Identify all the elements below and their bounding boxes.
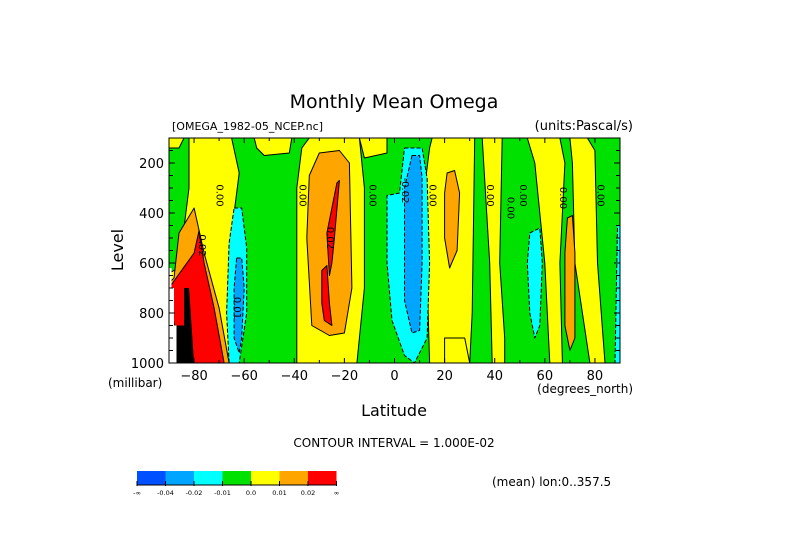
x-tick-label: 40 — [486, 369, 503, 384]
x-tick-label: −40 — [281, 369, 308, 384]
contour-label: 0.00 — [517, 184, 528, 206]
contour-region-neg-0.04 — [233, 257, 245, 354]
x-tick-label: 60 — [537, 369, 554, 384]
y-tick-label: 600 — [139, 257, 164, 272]
x-tick-label: −80 — [180, 369, 207, 384]
colorbar: -∞ -0.04 -0.02 -0.01 0.0 0.01 0.02 ∞ — [133, 471, 339, 497]
colorbar-tick-label: -0.04 — [157, 489, 174, 497]
contour-label: 0.01 — [231, 297, 242, 319]
chart-title: Monthly Mean Omega — [290, 91, 499, 113]
colorbar-swatch — [137, 471, 166, 485]
contour-region-0.01 — [444, 170, 461, 269]
plot-area: 0.000.020.010.000.020.00 -0.02 0.00 0.000.0… — [169, 138, 620, 363]
colorbar-tick-label: -∞ — [133, 489, 141, 497]
colorbar-tick-label: ∞ — [334, 489, 339, 497]
y-tick-label: 200 — [139, 157, 164, 172]
colorbar-swatch — [308, 471, 337, 485]
contour-label: 0.02 — [196, 234, 207, 256]
file-label: [OMEGA_1982-05_NCEP.nc] — [172, 120, 323, 133]
colorbar-swatch — [194, 471, 223, 485]
colorbar-tick-label: -0.01 — [214, 489, 231, 497]
contour-region-0.0 — [481, 138, 506, 363]
contour-region-0.0 — [569, 138, 606, 363]
colorbar-swatch — [222, 471, 251, 485]
contour-region-0.01 — [564, 215, 576, 351]
contour-interval-label: CONTOUR INTERVAL = 1.000E-02 — [293, 436, 494, 450]
contour-region-0.0 — [358, 138, 388, 159]
missing-data-region — [169, 268, 177, 363]
y-tick-label: 800 — [139, 307, 164, 322]
y-units-label: (millibar) — [108, 376, 162, 390]
y-tick-label: 400 — [139, 207, 164, 222]
x-units-label: (degrees_north) — [537, 382, 633, 396]
contour-label: 0.00 — [557, 187, 568, 209]
colorbar-tick-label: 0.02 — [301, 489, 315, 497]
colorbar-swatch — [251, 471, 280, 485]
colorbar-swatch — [279, 471, 308, 485]
contour-label: 0.00 — [594, 184, 605, 206]
contour-region-0.0 — [169, 138, 185, 149]
contour-label: -0.02 — [399, 178, 410, 204]
x-tick-label: −20 — [331, 369, 358, 384]
colorbar-tick-label: -0.02 — [186, 489, 203, 497]
contour-region-0.02 — [326, 180, 340, 276]
units-label: (units:Pascal/s) — [535, 119, 633, 134]
contour-region-neg-0.04 — [404, 155, 423, 334]
contour-label: 0.00 — [366, 184, 377, 206]
x-tick-label: 20 — [436, 369, 453, 384]
contour-region-0.0 — [526, 138, 566, 363]
contour-label: 0.02 — [324, 227, 335, 249]
contour-label: 0.00 — [504, 197, 515, 219]
contour-region-0.0 — [253, 138, 293, 156]
dense-contour-region — [176, 288, 195, 363]
x-tick-label: 80 — [587, 369, 604, 384]
x-tick-label: 0 — [390, 369, 398, 384]
y-axis-label: Level — [108, 229, 127, 271]
contour-region-0.02 — [321, 265, 333, 326]
y-tick-label: 1000 — [131, 357, 164, 372]
x-tick-label: −60 — [230, 369, 257, 384]
contour-label: 0.00 — [484, 184, 495, 206]
contour-label: 0.00 — [296, 184, 307, 206]
colorbar-tick-label: 0.0 — [246, 489, 256, 497]
contour-label: 0.00 — [214, 184, 225, 206]
contour-label: 0.00 — [427, 184, 438, 206]
colorbar-tick-label: 0.01 — [272, 489, 286, 497]
contour-region-neg-0.02 — [526, 227, 543, 339]
colorbar-swatch — [165, 471, 194, 485]
mean-label: (mean) lon:0..357.5 — [492, 475, 611, 489]
x-axis-label: Latitude — [361, 401, 427, 420]
contour-region-0.0 — [444, 337, 471, 363]
